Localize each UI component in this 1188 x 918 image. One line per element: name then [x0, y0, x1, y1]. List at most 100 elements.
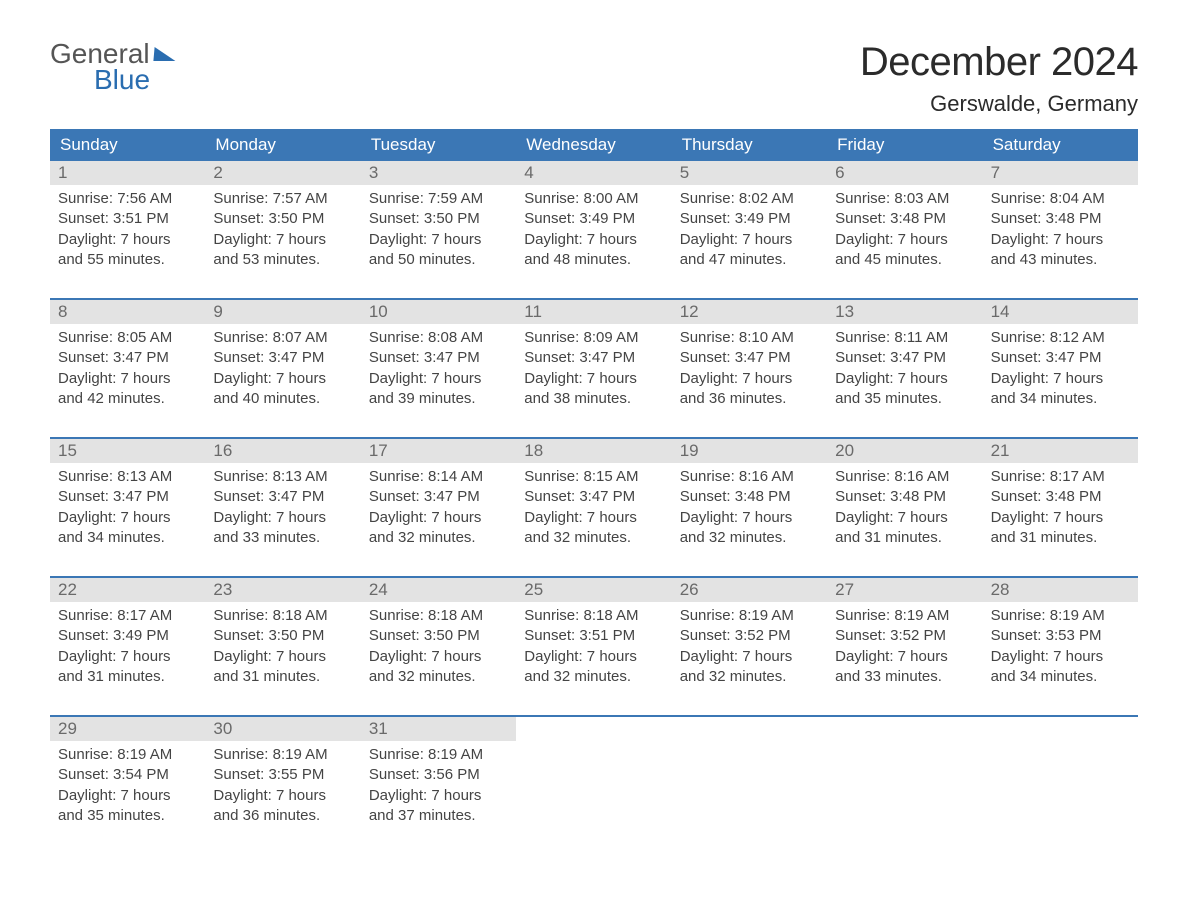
- daylight-text: Daylight: 7 hours: [991, 647, 1130, 667]
- daylight-text: Daylight: 7 hours: [524, 508, 663, 528]
- sunset-text: Sunset: 3:52 PM: [835, 626, 974, 646]
- day-number: 13: [827, 300, 982, 324]
- daylight-text: Daylight: 7 hours: [213, 230, 352, 250]
- daylight-text: and 50 minutes.: [369, 250, 508, 270]
- sunrise-text: Sunrise: 8:18 AM: [213, 606, 352, 626]
- day-cell: Sunrise: 8:00 AMSunset: 3:49 PMDaylight:…: [516, 185, 671, 270]
- daylight-text: and 31 minutes.: [991, 528, 1130, 548]
- calendar-week-row: 15161718192021Sunrise: 8:13 AMSunset: 3:…: [50, 437, 1138, 548]
- sunrise-text: Sunrise: 8:13 AM: [213, 467, 352, 487]
- title-block: December 2024 Gerswalde, Germany: [860, 40, 1138, 117]
- day-number-row: 293031: [50, 717, 1138, 741]
- day-cell: Sunrise: 8:16 AMSunset: 3:48 PMDaylight:…: [672, 463, 827, 548]
- sunset-text: Sunset: 3:48 PM: [835, 487, 974, 507]
- sunset-text: Sunset: 3:47 PM: [369, 348, 508, 368]
- title-location: Gerswalde, Germany: [860, 91, 1138, 117]
- sunset-text: Sunset: 3:47 PM: [213, 348, 352, 368]
- sunset-text: Sunset: 3:55 PM: [213, 765, 352, 785]
- day-number: 11: [516, 300, 671, 324]
- day-number: 10: [361, 300, 516, 324]
- sunrise-text: Sunrise: 8:11 AM: [835, 328, 974, 348]
- day-cell: [672, 741, 827, 826]
- day-cell: Sunrise: 8:17 AMSunset: 3:49 PMDaylight:…: [50, 602, 205, 687]
- daylight-text: Daylight: 7 hours: [58, 508, 197, 528]
- daylight-text: Daylight: 7 hours: [524, 647, 663, 667]
- sunrise-text: Sunrise: 8:00 AM: [524, 189, 663, 209]
- sunset-text: Sunset: 3:47 PM: [835, 348, 974, 368]
- weekday-header: Sunday: [50, 129, 205, 161]
- day-cell: Sunrise: 8:13 AMSunset: 3:47 PMDaylight:…: [50, 463, 205, 548]
- daylight-text: Daylight: 7 hours: [369, 508, 508, 528]
- daylight-text: Daylight: 7 hours: [680, 508, 819, 528]
- day-cell: Sunrise: 8:19 AMSunset: 3:54 PMDaylight:…: [50, 741, 205, 826]
- day-number: 18: [516, 439, 671, 463]
- day-number: 23: [205, 578, 360, 602]
- sunrise-text: Sunrise: 8:12 AM: [991, 328, 1130, 348]
- daylight-text: and 53 minutes.: [213, 250, 352, 270]
- sunset-text: Sunset: 3:48 PM: [991, 487, 1130, 507]
- daylight-text: and 39 minutes.: [369, 389, 508, 409]
- day-number: 29: [50, 717, 205, 741]
- day-number: 25: [516, 578, 671, 602]
- sunset-text: Sunset: 3:51 PM: [524, 626, 663, 646]
- sunset-text: Sunset: 3:53 PM: [991, 626, 1130, 646]
- day-cell: Sunrise: 8:04 AMSunset: 3:48 PMDaylight:…: [983, 185, 1138, 270]
- sunset-text: Sunset: 3:48 PM: [680, 487, 819, 507]
- calendar-week-row: 22232425262728Sunrise: 8:17 AMSunset: 3:…: [50, 576, 1138, 687]
- sunset-text: Sunset: 3:54 PM: [58, 765, 197, 785]
- sunrise-text: Sunrise: 7:59 AM: [369, 189, 508, 209]
- calendar-header-row: Sunday Monday Tuesday Wednesday Thursday…: [50, 129, 1138, 161]
- day-number: [827, 717, 982, 741]
- day-cell: Sunrise: 8:12 AMSunset: 3:47 PMDaylight:…: [983, 324, 1138, 409]
- day-cell: Sunrise: 8:09 AMSunset: 3:47 PMDaylight:…: [516, 324, 671, 409]
- day-number: 27: [827, 578, 982, 602]
- day-number: 28: [983, 578, 1138, 602]
- sunrise-text: Sunrise: 8:07 AM: [213, 328, 352, 348]
- sunset-text: Sunset: 3:50 PM: [369, 626, 508, 646]
- daylight-text: and 35 minutes.: [835, 389, 974, 409]
- day-number-row: 1234567: [50, 161, 1138, 185]
- sunrise-text: Sunrise: 8:08 AM: [369, 328, 508, 348]
- day-number: 19: [672, 439, 827, 463]
- daylight-text: and 34 minutes.: [58, 528, 197, 548]
- day-cell: Sunrise: 8:19 AMSunset: 3:53 PMDaylight:…: [983, 602, 1138, 687]
- title-month: December 2024: [860, 40, 1138, 85]
- day-cell: Sunrise: 8:10 AMSunset: 3:47 PMDaylight:…: [672, 324, 827, 409]
- sunrise-text: Sunrise: 8:19 AM: [213, 745, 352, 765]
- weekday-header: Thursday: [672, 129, 827, 161]
- day-number: 7: [983, 161, 1138, 185]
- daylight-text: Daylight: 7 hours: [58, 647, 197, 667]
- day-cell: Sunrise: 8:19 AMSunset: 3:52 PMDaylight:…: [672, 602, 827, 687]
- daylight-text: and 32 minutes.: [524, 528, 663, 548]
- day-number: 4: [516, 161, 671, 185]
- day-number: 6: [827, 161, 982, 185]
- sunrise-text: Sunrise: 8:19 AM: [991, 606, 1130, 626]
- weekday-header: Saturday: [983, 129, 1138, 161]
- day-number-row: 22232425262728: [50, 578, 1138, 602]
- sunset-text: Sunset: 3:48 PM: [835, 209, 974, 229]
- daylight-text: and 34 minutes.: [991, 667, 1130, 687]
- daylight-text: Daylight: 7 hours: [213, 647, 352, 667]
- day-cell: Sunrise: 8:05 AMSunset: 3:47 PMDaylight:…: [50, 324, 205, 409]
- sunset-text: Sunset: 3:47 PM: [213, 487, 352, 507]
- sunrise-text: Sunrise: 8:19 AM: [680, 606, 819, 626]
- day-cell: Sunrise: 8:18 AMSunset: 3:51 PMDaylight:…: [516, 602, 671, 687]
- sunrise-text: Sunrise: 7:57 AM: [213, 189, 352, 209]
- day-number: 20: [827, 439, 982, 463]
- daylight-text: and 47 minutes.: [680, 250, 819, 270]
- day-number: 17: [361, 439, 516, 463]
- day-number: 15: [50, 439, 205, 463]
- day-cell: Sunrise: 8:02 AMSunset: 3:49 PMDaylight:…: [672, 185, 827, 270]
- sunset-text: Sunset: 3:52 PM: [680, 626, 819, 646]
- day-number: 3: [361, 161, 516, 185]
- weekday-header: Friday: [827, 129, 982, 161]
- daylight-text: Daylight: 7 hours: [524, 369, 663, 389]
- sunrise-text: Sunrise: 8:05 AM: [58, 328, 197, 348]
- day-cell: Sunrise: 8:15 AMSunset: 3:47 PMDaylight:…: [516, 463, 671, 548]
- sunset-text: Sunset: 3:50 PM: [213, 626, 352, 646]
- daylight-text: Daylight: 7 hours: [213, 508, 352, 528]
- daylight-text: Daylight: 7 hours: [369, 647, 508, 667]
- sunset-text: Sunset: 3:49 PM: [58, 626, 197, 646]
- day-number: 1: [50, 161, 205, 185]
- day-cell: [827, 741, 982, 826]
